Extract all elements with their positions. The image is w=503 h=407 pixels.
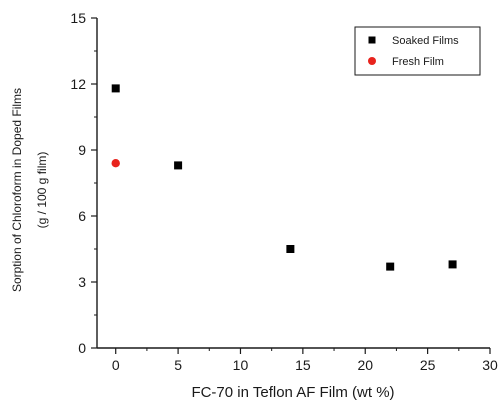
x-ticks: 0 5 10 15 20 25 30	[112, 348, 498, 373]
x-tick-label: 5	[174, 357, 182, 373]
y-tick-label: 3	[78, 274, 86, 290]
point-soaked-films	[448, 260, 457, 269]
point-soaked-films	[174, 161, 183, 170]
point-soaked-films	[386, 262, 395, 271]
y-tick-label: 9	[78, 142, 86, 158]
legend: Soaked Films Fresh Film	[354, 26, 481, 76]
x-tick-label: 20	[357, 357, 373, 373]
x-axis-title: FC-70 in Teflon AF Film (wt %)	[191, 384, 394, 401]
y-tick-label: 6	[78, 208, 86, 224]
x-tick-label: 30	[482, 357, 498, 373]
y-axis-title-line1: Sorption of Chloroform in Doped Films	[10, 88, 24, 292]
legend-label-soaked-films: Soaked Films	[392, 35, 459, 47]
legend-label-fresh-film: Fresh Film	[392, 56, 444, 68]
data-points	[111, 84, 457, 271]
x-tick-label: 0	[112, 357, 120, 373]
x-tick-label: 10	[233, 357, 249, 373]
point-soaked-films	[286, 245, 295, 253]
y-tick-label: 15	[70, 10, 86, 26]
x-tick-label: 25	[420, 357, 436, 373]
legend-marker-soaked-films	[368, 36, 376, 44]
y-tick-label: 0	[78, 340, 86, 356]
y-axis-title-line2: (g / 100 g film)	[35, 152, 49, 229]
y-ticks: 0 3 6 9 12 15	[70, 10, 97, 356]
y-axis-title: Sorption of Chloroform in Doped Films (g…	[10, 88, 49, 292]
legend-marker-fresh-film	[368, 57, 376, 65]
y-tick-label: 12	[70, 76, 86, 92]
point-soaked-films	[111, 84, 120, 93]
legend-box	[354, 26, 481, 76]
point-fresh-film	[111, 159, 120, 168]
x-tick-label: 15	[295, 357, 311, 373]
